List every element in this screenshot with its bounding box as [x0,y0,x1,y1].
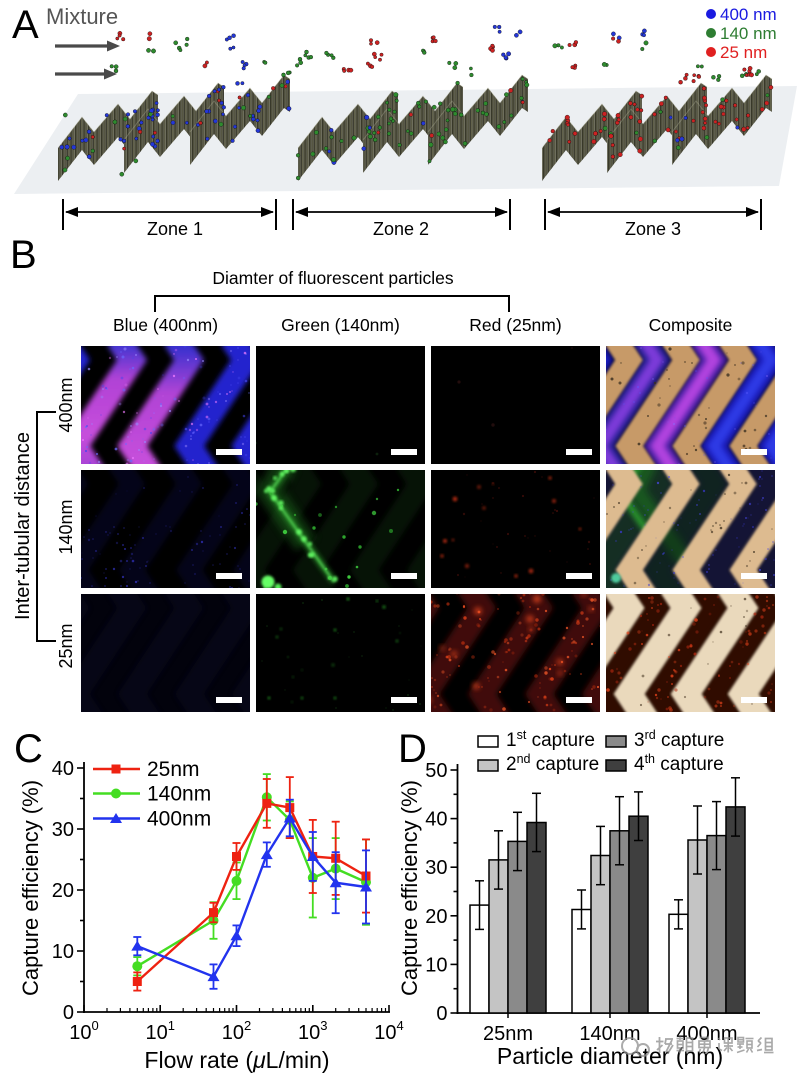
svg-text:Green (140nm): Green (140nm) [281,315,400,335]
svg-text:25 nm: 25 nm [720,43,767,62]
svg-text:Red (25nm): Red (25nm) [469,315,561,335]
svg-text:25nm: 25nm [147,758,200,781]
svg-text:30: 30 [52,819,74,841]
svg-text:140 nm: 140 nm [720,24,777,43]
svg-text:40: 40 [425,809,447,831]
svg-text:4th capture: 4th capture [634,752,724,775]
svg-text:Capture efficiency (%): Capture efficiency (%) [18,780,43,996]
svg-text:Blue (400nm): Blue (400nm) [113,315,218,335]
svg-text:140nm: 140nm [56,499,76,554]
svg-text:30: 30 [425,857,447,879]
svg-text:140nm: 140nm [579,1023,640,1045]
svg-text:40: 40 [52,758,74,780]
svg-text:D: D [398,727,427,771]
svg-text:20: 20 [52,880,74,902]
svg-text:103: 103 [298,1018,327,1044]
svg-text:Zone 3: Zone 3 [625,219,681,239]
svg-text:1st capture: 1st capture [506,728,595,751]
svg-text:Mixture: Mixture [46,4,118,29]
svg-text:Composite: Composite [649,315,733,335]
svg-text:Diamter of fluorescent particl: Diamter of fluorescent particles [212,268,453,288]
svg-text:2nd capture: 2nd capture [506,752,599,775]
svg-text:140nm: 140nm [147,783,211,806]
svg-text:B: B [10,233,37,277]
svg-text:25nm: 25nm [483,1023,533,1045]
svg-text:10: 10 [425,954,447,976]
svg-text:Particle diameter (nm): Particle diameter (nm) [497,1043,723,1069]
svg-text:3rd capture: 3rd capture [634,728,724,751]
svg-text:C: C [14,727,43,771]
svg-text:400 nm: 400 nm [720,5,777,24]
svg-text:400nm: 400nm [56,377,76,432]
svg-text:400nm: 400nm [147,808,211,831]
svg-text:20: 20 [425,906,447,928]
svg-text:Inter-tubular distance: Inter-tubular distance [12,432,34,620]
svg-text:25nm: 25nm [56,623,76,668]
svg-text:Zone 1: Zone 1 [147,219,203,239]
svg-text:A: A [12,3,39,47]
svg-text:Flow rate (μL/min): Flow rate (μL/min) [144,1047,329,1073]
svg-text:Zone 2: Zone 2 [373,219,429,239]
svg-text:Capture efficiency (%): Capture efficiency (%) [397,780,422,996]
svg-text:50: 50 [425,760,447,782]
svg-text:0: 0 [63,1002,74,1024]
svg-text:0: 0 [436,1003,447,1025]
svg-text:10: 10 [52,941,74,963]
